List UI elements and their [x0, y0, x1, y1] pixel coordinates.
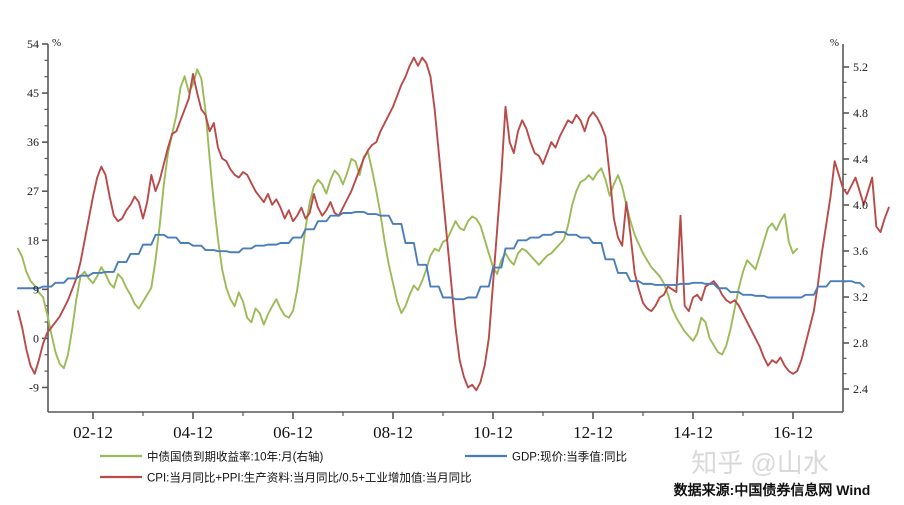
right-axis-tick-label: 4.4: [853, 152, 868, 166]
legend-layer: 中债国债到期收益率:10年:月(右轴) CPI:当月同比+PPI:生产资料:当月同…: [100, 450, 627, 485]
x-axis-tick-label: 14-12: [673, 423, 713, 442]
right-axis-tick-label: 4.0: [853, 198, 868, 212]
right-axis-unit: %: [830, 37, 839, 49]
x-axis-tick-label: 04-12: [173, 423, 213, 442]
series-layer: [17, 56, 890, 392]
x-axis-tick-label: 08-12: [373, 423, 413, 442]
left-axis-tick-label: 27: [27, 184, 39, 198]
watermark: 知乎 @山水: [691, 448, 829, 478]
series-line: [17, 68, 799, 370]
x-axis-tick-label: 02-12: [73, 423, 113, 442]
x-axis-tick-label: 16-12: [773, 423, 813, 442]
source-label: 数据来源:中国债券信息网 Wind: [674, 482, 871, 498]
legend-label[interactable]: GDP:现价:当季值:同比: [512, 450, 627, 464]
left-axis-unit: %: [52, 37, 61, 49]
left-axis-tick-label: 54: [27, 37, 39, 51]
left-axis-tick-label: 9: [33, 282, 39, 296]
right-axis-tick-label: 2.4: [853, 382, 868, 396]
left-axis-tick-label: 45: [27, 86, 39, 100]
left-axis-tick-label: -9: [29, 380, 39, 394]
legend-label[interactable]: 中债国债到期收益率:10年:月(右轴): [147, 450, 324, 464]
label-layer: 54 45 36 27 18 9 0 -9% 5.2 4.8 4.4 4.0 3.6 3.2 2.8 2.4%…: [27, 37, 868, 442]
x-axis-tick-label: 12-12: [573, 423, 613, 442]
legend-label[interactable]: CPI:当月同比+PPI:生产资料:当月同比/0.5+工业增加值:当月同比: [147, 471, 472, 485]
left-axis-tick-label: 0: [33, 331, 39, 345]
series-line: [17, 56, 890, 392]
right-axis-tick-label: 2.8: [853, 336, 868, 350]
left-axis-tick-label: 18: [27, 233, 39, 247]
axis-layer: [42, 43, 849, 419]
left-axis-tick-label: 36: [27, 135, 39, 149]
x-axis-tick-label: 10-12: [473, 423, 513, 442]
right-axis-tick-label: 4.8: [853, 106, 868, 120]
right-axis-tick-label: 5.2: [853, 60, 868, 74]
right-axis-tick-label: 3.6: [853, 244, 868, 258]
series-line: [17, 210, 865, 301]
right-axis-tick-label: 3.2: [853, 290, 868, 304]
x-axis-tick-label: 06-12: [273, 423, 313, 442]
